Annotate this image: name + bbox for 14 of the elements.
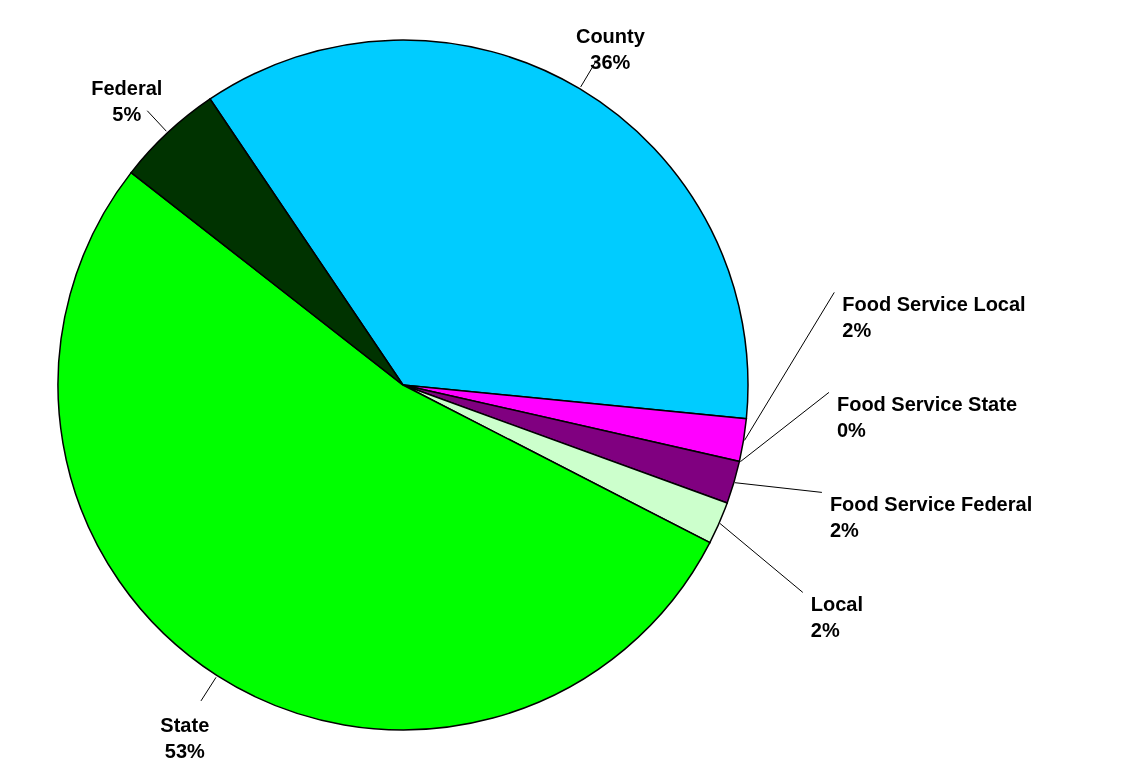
data-label: 2% <box>810 619 840 642</box>
slice-label: Local <box>810 593 864 616</box>
data-label: 2% <box>842 319 872 342</box>
data-label: 5% <box>112 102 142 125</box>
data-label: 53% <box>164 740 206 763</box>
slice-label: Food Service Local <box>842 293 1026 316</box>
slice-label: Federal <box>91 76 163 99</box>
slice-label: State <box>160 714 210 737</box>
slice-label: Food Service Federal <box>829 493 1033 516</box>
category-label: Food Service State <box>836 393 1017 416</box>
slice-label: County <box>575 25 646 48</box>
data-label: 36% <box>590 51 631 74</box>
text: 0% <box>836 419 866 442</box>
data-label: 2% <box>829 519 860 542</box>
